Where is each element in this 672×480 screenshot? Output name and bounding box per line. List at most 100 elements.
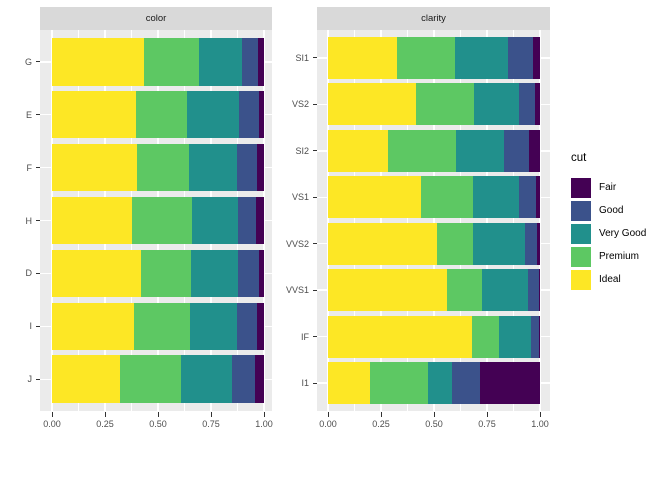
legend-label: Fair [599, 182, 617, 193]
bar-I [52, 302, 264, 351]
bar-segment-fair [257, 143, 264, 192]
y-axis-label: VVS1 [285, 285, 309, 296]
y-axis-tick [312, 196, 317, 198]
y-axis-label: VS2 [291, 99, 309, 110]
bar-segment-good [231, 355, 255, 404]
x-axis-label: 0.00 [43, 419, 61, 429]
bar-D [52, 249, 264, 298]
y-axis-label: H [25, 215, 33, 226]
bar-segment-ideal [52, 302, 134, 351]
bar-segment-very-good [198, 37, 242, 86]
bar-segment-fair [533, 36, 540, 79]
y-axis-label: J [27, 374, 33, 385]
bar-segment-good [530, 315, 539, 358]
y-axis-tick [312, 103, 317, 105]
bar-segment-very-good [190, 249, 239, 298]
gridline-major-x [433, 30, 435, 411]
gridline-major-x [486, 30, 488, 411]
y-axis-tick [312, 150, 317, 152]
y-axis-tick [312, 243, 317, 245]
bar-H [52, 196, 264, 245]
bar-segment-ideal [52, 90, 137, 139]
x-axis-label: 0.50 [149, 419, 167, 429]
y-axis-label: G [24, 56, 32, 67]
x-axis-label: 0.25 [372, 419, 390, 429]
y-axis-tick [35, 167, 40, 169]
y-axis-label: D [25, 268, 33, 279]
x-axis-tick [263, 412, 265, 417]
x-axis-label: 0.25 [96, 419, 114, 429]
bar-segment-very-good [191, 196, 239, 245]
bar-I1 [328, 362, 540, 405]
bar-segment-fair [257, 302, 264, 351]
x-axis-tick [327, 412, 329, 417]
bar-segment-very-good [187, 90, 239, 139]
y-axis-label: F [26, 162, 33, 173]
facet-strip-label-color: color [145, 13, 167, 24]
bar-segment-very-good [455, 129, 505, 172]
y-axis-tick [35, 61, 40, 63]
bar-VVS1 [328, 269, 540, 312]
bar-G [52, 37, 264, 86]
bar-segment-ideal [328, 176, 422, 219]
bar-segment-premium [471, 315, 499, 358]
facet-strip-color: color [40, 7, 272, 30]
bar-segment-ideal [328, 222, 438, 265]
bar-segment-ideal [328, 36, 398, 79]
bar-segment-good [528, 269, 539, 312]
bar-segment-fair [537, 222, 540, 265]
bar-segment-ideal [52, 196, 132, 245]
x-axis-label: 1.00 [531, 419, 549, 429]
bar-segment-premium [415, 83, 474, 126]
bar-segment-ideal [52, 355, 120, 404]
facet-panel-color [40, 30, 272, 411]
bar-segment-premium [421, 176, 473, 219]
y-axis-tick [312, 382, 317, 384]
x-axis-tick [157, 412, 159, 417]
y-axis-tick [35, 378, 40, 380]
bar-segment-premium [446, 269, 483, 312]
facet-strip-clarity: clarity [317, 7, 550, 30]
legend-key-very-good [571, 224, 591, 244]
legend-key-fair [571, 178, 591, 198]
bar-IF [328, 315, 540, 358]
bar-segment-fair [259, 90, 264, 139]
bar-segment-ideal [328, 269, 447, 312]
bar-segment-good [518, 83, 536, 126]
bar-segment-good [504, 129, 530, 172]
x-axis-tick [51, 412, 53, 417]
y-axis-tick [312, 289, 317, 291]
bar-segment-ideal [52, 249, 141, 298]
bar-segment-ideal [328, 315, 472, 358]
y-axis-label: SI2 [295, 145, 309, 156]
bar-segment-very-good [455, 36, 509, 79]
bar-segment-fair [529, 129, 540, 172]
bar-segment-good [518, 176, 536, 219]
bar-VVS2 [328, 222, 540, 265]
bar-segment-good [241, 37, 259, 86]
bar-segment-very-good [180, 355, 232, 404]
legend-label: Very Good [599, 228, 647, 239]
bar-E [52, 90, 264, 139]
gridline-major-x [327, 30, 329, 411]
y-axis-tick [35, 114, 40, 116]
bar-VS2 [328, 83, 540, 126]
bar-segment-premium [131, 196, 192, 245]
y-axis-tick [35, 272, 40, 274]
y-axis-label: SI1 [295, 52, 309, 63]
bar-segment-fair [258, 37, 264, 86]
bar-segment-good [236, 143, 258, 192]
x-axis-label: 1.00 [255, 419, 273, 429]
facet-strip-label-clarity: clarity [421, 13, 446, 24]
x-axis-label: 0.00 [319, 419, 337, 429]
y-axis-tick [35, 220, 40, 221]
bar-SI2 [328, 129, 540, 172]
x-axis-tick [486, 412, 488, 417]
legend-key-ideal [571, 270, 591, 290]
x-axis-label: 0.75 [202, 419, 220, 429]
bar-segment-very-good [498, 315, 531, 358]
y-axis-label: VS1 [291, 192, 309, 203]
bar-segment-very-good [428, 362, 453, 405]
bar-segment-fair [538, 315, 540, 358]
